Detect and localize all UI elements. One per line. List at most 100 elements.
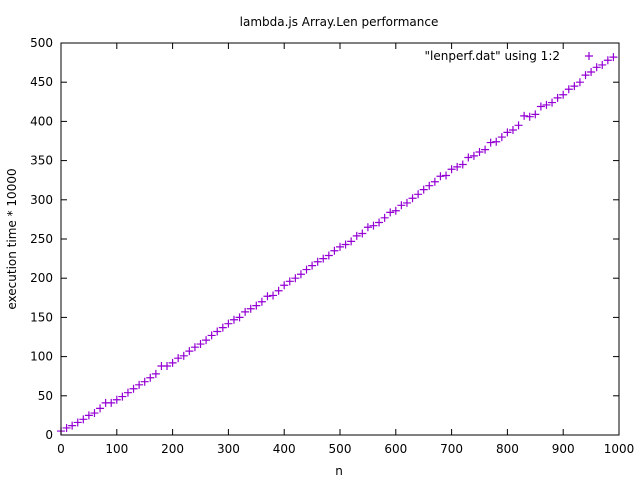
data-point	[79, 415, 88, 424]
data-point	[269, 291, 278, 300]
data-point	[598, 60, 607, 69]
data-point	[90, 409, 99, 418]
y-tick-label: 200	[30, 271, 53, 285]
y-axis: 0 50 100 150 200 250 300 350 400 450 500	[30, 36, 619, 442]
data-point	[263, 292, 272, 301]
data-point	[330, 246, 339, 255]
data-point	[285, 277, 294, 286]
data-point	[520, 111, 529, 120]
data-point	[508, 126, 517, 135]
data-point	[481, 145, 490, 154]
data-point	[163, 362, 172, 371]
data-point	[391, 206, 400, 215]
x-tick-label: 500	[329, 442, 352, 456]
data-point	[202, 336, 211, 345]
data-point	[486, 138, 495, 147]
data-point	[536, 102, 545, 111]
data-point	[559, 90, 568, 99]
x-tick-label: 700	[440, 442, 463, 456]
data-point	[363, 223, 372, 232]
data-point	[386, 208, 395, 217]
x-tick-label: 100	[105, 442, 128, 456]
data-point	[492, 137, 501, 146]
data-point	[425, 181, 434, 190]
x-tick-label: 200	[161, 442, 184, 456]
data-point	[592, 63, 601, 72]
data-point	[548, 98, 557, 107]
data-point	[179, 351, 188, 360]
y-tick-label: 500	[30, 36, 53, 50]
data-point	[274, 286, 283, 295]
data-point	[68, 421, 77, 430]
data-point	[358, 229, 367, 238]
data-point	[436, 172, 445, 181]
data-point	[107, 398, 116, 407]
x-tick-label: 0	[57, 442, 65, 456]
data-point	[575, 78, 584, 87]
data-point	[514, 121, 523, 130]
data-point	[397, 201, 406, 210]
data-point	[151, 369, 160, 378]
data-point	[207, 331, 216, 340]
data-point	[218, 323, 227, 332]
data-point	[96, 404, 105, 413]
data-point	[341, 240, 350, 249]
data-point	[419, 185, 428, 194]
legend-label: "lenperf.dat" using 1:2	[425, 49, 561, 63]
data-point	[135, 380, 144, 389]
y-tick-label: 350	[30, 154, 53, 168]
data-point	[475, 147, 484, 156]
data-points	[57, 53, 618, 436]
legend-marker-glyph	[585, 52, 593, 60]
data-point	[123, 388, 132, 397]
data-point	[252, 301, 261, 310]
data-point	[430, 177, 439, 186]
data-point	[246, 304, 255, 313]
data-point	[308, 261, 317, 270]
data-point	[146, 373, 155, 382]
data-point	[129, 384, 138, 393]
data-point	[414, 190, 423, 199]
data-point	[503, 128, 512, 137]
chart-title: lambda.js Array.Len performance	[240, 15, 439, 29]
y-tick-label: 0	[45, 428, 53, 442]
data-point	[402, 198, 411, 207]
data-point	[229, 315, 238, 324]
x-tick-label: 800	[496, 442, 519, 456]
data-point	[375, 218, 384, 227]
legend-marker	[585, 52, 593, 60]
data-point	[458, 160, 467, 169]
data-point	[553, 93, 562, 102]
y-tick-label: 150	[30, 310, 53, 324]
y-tick-label: 450	[30, 75, 53, 89]
data-point	[112, 395, 121, 404]
data-point	[603, 56, 612, 65]
data-point	[587, 68, 596, 77]
data-point	[280, 281, 289, 290]
data-point	[118, 392, 127, 401]
data-point	[564, 85, 573, 94]
data-point	[453, 162, 462, 171]
data-point	[369, 221, 378, 230]
data-point	[224, 319, 233, 328]
x-tick-label: 1000	[604, 442, 635, 456]
data-point	[140, 377, 149, 386]
y-tick-label: 100	[30, 350, 53, 364]
x-tick-label: 900	[552, 442, 575, 456]
data-point	[174, 354, 183, 363]
data-point	[336, 242, 344, 251]
data-point	[296, 270, 305, 279]
y-tick-label: 50	[38, 389, 53, 403]
data-point	[380, 213, 389, 222]
data-point	[570, 82, 579, 91]
legend: "lenperf.dat" using 1:2	[425, 49, 593, 63]
x-tick-label: 300	[217, 442, 240, 456]
data-point	[257, 297, 266, 306]
data-point	[291, 274, 300, 283]
data-point	[73, 418, 82, 427]
data-point	[302, 265, 311, 274]
data-point	[497, 133, 506, 142]
data-point	[542, 100, 551, 109]
data-point	[531, 110, 540, 119]
